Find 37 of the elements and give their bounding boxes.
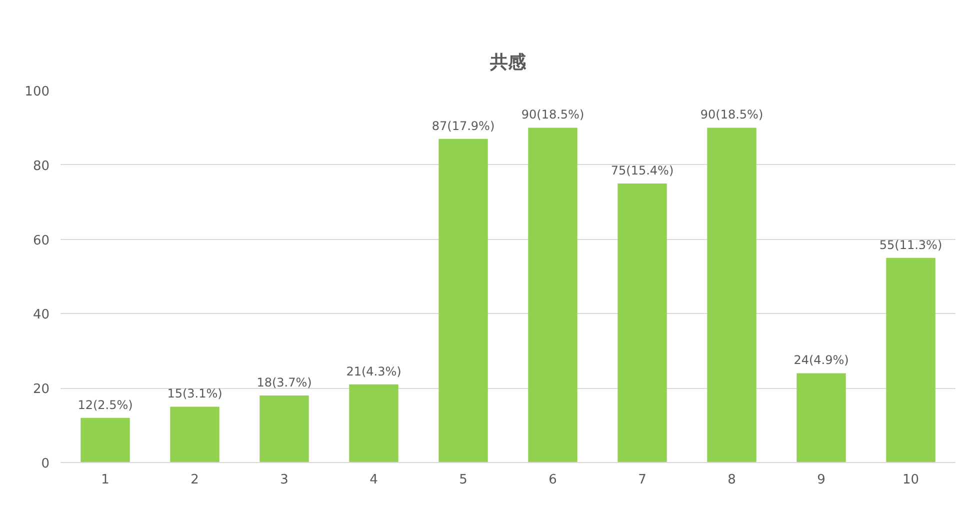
bar: [260, 396, 309, 462]
y-tick-label: 20: [32, 382, 50, 398]
y-tick-label: 40: [32, 308, 50, 323]
data-label: 55(11.3%): [879, 238, 942, 252]
x-tick-label: 8: [728, 472, 736, 488]
x-tick-label: 5: [459, 472, 468, 488]
y-tick-label: 0: [41, 456, 50, 472]
x-tick-label: 4: [370, 472, 378, 488]
bar: [170, 406, 220, 462]
x-tick-label: 2: [190, 472, 199, 488]
bar: [528, 128, 578, 462]
bar: [438, 138, 488, 462]
x-tick-label: 1: [101, 472, 110, 488]
data-label: 90(18.5%): [521, 108, 584, 122]
x-tick-label: 7: [638, 472, 646, 488]
data-label: 75(15.4%): [610, 164, 674, 178]
data-label: 21(4.3%): [346, 364, 402, 378]
bar: [796, 373, 846, 462]
data-label: 15(3.1%): [167, 386, 222, 401]
bar: [349, 384, 398, 462]
bar: [618, 184, 667, 462]
x-tick-label: 6: [548, 472, 557, 488]
x-tick-label: 3: [280, 472, 288, 488]
data-label: 18(3.7%): [256, 376, 312, 390]
bar: [80, 418, 130, 462]
data-label: 24(4.9%): [794, 353, 849, 368]
data-label: 87(17.9%): [432, 118, 495, 133]
y-tick-label: 60: [32, 233, 50, 248]
data-label: 90(18.5%): [700, 108, 764, 122]
y-tick-label: 80: [32, 158, 50, 174]
bar: [707, 128, 756, 462]
data-label: 12(2.5%): [78, 398, 133, 412]
x-tick-label: 9: [817, 472, 826, 488]
chart-title: 共感: [489, 52, 527, 73]
y-tick-label: 100: [24, 84, 50, 100]
bar: [886, 258, 936, 462]
x-tick-label: 10: [902, 472, 920, 488]
